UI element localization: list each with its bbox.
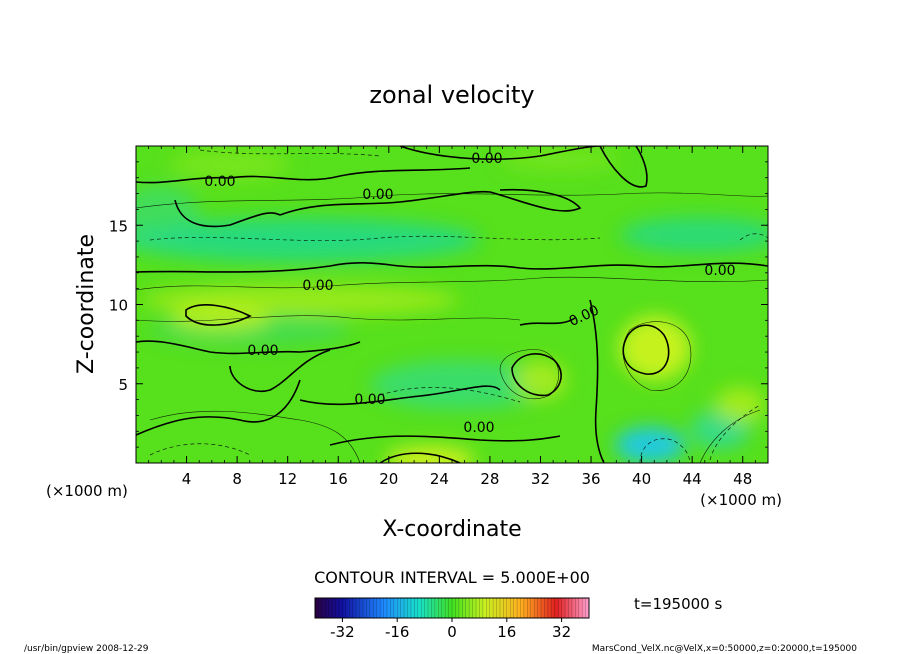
contour-label: 0.00 [362, 187, 393, 203]
x-tick-label: 8 [232, 470, 242, 488]
x-tick-label: 48 [733, 470, 752, 488]
colorbar-ticks: -32 -16 0 16 32 [330, 618, 571, 641]
plot-area: 0.00 0.00 0.00 0.00 0.00 0.00 0.00 0.00 … [136, 146, 768, 463]
chart-title: zonal velocity [369, 81, 534, 109]
contour-interval: CONTOUR INTERVAL = 5.000E+00 [314, 568, 590, 587]
x-tick-label: 44 [683, 470, 702, 488]
contour-label: 0.00 [704, 263, 735, 279]
colorbar-tick-label: 16 [497, 623, 516, 641]
colorbar-tick-label: -32 [330, 623, 355, 641]
y-tick-label: 10 [109, 297, 128, 315]
zero-contours [136, 146, 768, 463]
x-tick-label: 36 [581, 470, 600, 488]
contour-label: 0.00 [463, 420, 494, 436]
x-axis: 4 8 12 16 20 24 28 32 36 40 44 48 [148, 146, 756, 488]
y-axis: 5 10 15 [109, 161, 768, 448]
x-tick-label: 4 [182, 470, 192, 488]
x-axis-label: X-coordinate [382, 517, 521, 542]
footer-right: MarsCond_VelX.nc@VelX,x=0:50000,z=0:2000… [592, 644, 857, 654]
y-tick-label: 5 [118, 376, 128, 394]
x-unit-left: (×1000 m) [46, 482, 128, 500]
time-label: t=195000 s [634, 595, 722, 613]
colorbar-tick-label: 0 [447, 623, 457, 641]
contour-label: 0.00 [354, 392, 385, 408]
colorbar-tick-label: 32 [552, 623, 571, 641]
x-tick-label: 28 [480, 470, 499, 488]
y-tick-label: 15 [109, 217, 128, 235]
colorbar-tick-label: -16 [385, 623, 410, 641]
y-axis-label: Z-coordinate [74, 234, 99, 374]
colorbar: -32 -16 0 16 32 [314, 597, 590, 641]
contour-label: 0.00 [247, 343, 278, 359]
x-unit-right: (×1000 m) [700, 491, 782, 509]
x-tick-label: 12 [278, 470, 297, 488]
x-tick-label: 32 [531, 470, 550, 488]
contour-label: 0.00 [204, 174, 235, 190]
contour-label: 0.00 [302, 278, 333, 294]
contour-label: 0.00 [471, 151, 502, 167]
field-shading [136, 148, 768, 463]
negative-contours [149, 149, 768, 463]
x-tick-label: 20 [379, 470, 398, 488]
x-tick-label: 24 [430, 470, 449, 488]
colorbar-stripes [318, 598, 586, 618]
footer-left: /usr/bin/gpview 2008-12-29 [24, 644, 149, 654]
thin-contours [136, 192, 768, 463]
x-tick-label: 40 [632, 470, 651, 488]
x-tick-label: 16 [329, 470, 348, 488]
